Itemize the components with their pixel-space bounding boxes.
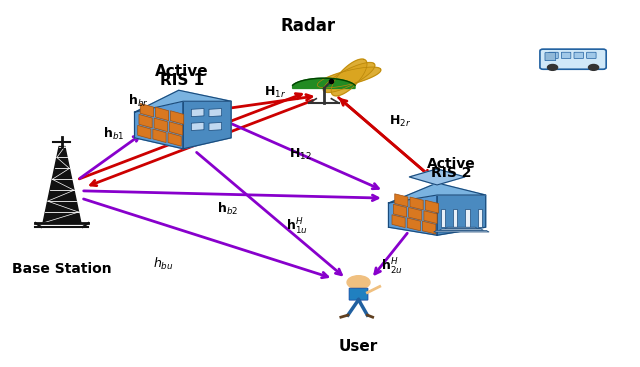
FancyBboxPatch shape: [574, 52, 584, 58]
Text: Base Station: Base Station: [12, 262, 112, 276]
Polygon shape: [395, 194, 408, 207]
Polygon shape: [317, 67, 381, 88]
Polygon shape: [437, 195, 486, 235]
Polygon shape: [426, 200, 438, 213]
FancyBboxPatch shape: [540, 49, 606, 69]
Text: $\mathbf{H}_{12}$: $\mathbf{H}_{12}$: [289, 147, 312, 162]
Polygon shape: [170, 111, 184, 124]
Text: Active: Active: [427, 157, 476, 171]
Polygon shape: [209, 123, 221, 131]
Polygon shape: [408, 207, 422, 220]
Circle shape: [547, 65, 557, 70]
FancyBboxPatch shape: [545, 52, 556, 61]
Polygon shape: [410, 197, 423, 210]
Text: $\mathbf{H}_{1r}$: $\mathbf{H}_{1r}$: [264, 85, 286, 100]
Polygon shape: [209, 109, 221, 117]
Polygon shape: [169, 122, 182, 135]
Polygon shape: [392, 215, 405, 228]
Polygon shape: [292, 78, 355, 88]
Polygon shape: [156, 107, 168, 121]
Polygon shape: [410, 169, 465, 185]
FancyBboxPatch shape: [561, 52, 571, 58]
Polygon shape: [453, 209, 458, 227]
Circle shape: [347, 276, 370, 289]
Text: Active: Active: [155, 64, 209, 79]
Polygon shape: [134, 90, 231, 112]
Polygon shape: [168, 133, 181, 146]
Circle shape: [589, 65, 598, 70]
Text: $\mathbf{h}_{b1}$: $\mathbf{h}_{b1}$: [103, 126, 124, 142]
Polygon shape: [465, 209, 470, 227]
Polygon shape: [139, 115, 152, 128]
Polygon shape: [138, 126, 151, 139]
Text: $\mathbf{h}_{1u}^{H}$: $\mathbf{h}_{1u}^{H}$: [286, 217, 308, 237]
Polygon shape: [388, 195, 437, 235]
Polygon shape: [323, 62, 375, 92]
Polygon shape: [477, 209, 482, 227]
FancyBboxPatch shape: [548, 52, 558, 58]
Polygon shape: [153, 129, 166, 142]
Text: Radar: Radar: [280, 17, 335, 35]
Polygon shape: [183, 101, 231, 149]
FancyBboxPatch shape: [349, 288, 368, 300]
Polygon shape: [134, 101, 183, 149]
Polygon shape: [434, 230, 489, 232]
Polygon shape: [191, 123, 204, 131]
Text: RIS 1: RIS 1: [160, 73, 204, 88]
Polygon shape: [140, 103, 154, 117]
Polygon shape: [394, 204, 406, 217]
Polygon shape: [439, 229, 484, 230]
Polygon shape: [154, 118, 167, 132]
Polygon shape: [445, 227, 478, 229]
Polygon shape: [43, 146, 81, 223]
Text: $\mathbf{h}_{br}$: $\mathbf{h}_{br}$: [128, 93, 149, 109]
Polygon shape: [191, 109, 204, 117]
Polygon shape: [422, 221, 436, 234]
Text: $h_{bu}$: $h_{bu}$: [154, 255, 174, 272]
Text: $\mathbf{h}_{b2}$: $\mathbf{h}_{b2}$: [216, 201, 237, 217]
Polygon shape: [388, 183, 486, 203]
Text: User: User: [339, 339, 378, 354]
Polygon shape: [407, 218, 420, 231]
Polygon shape: [331, 59, 367, 96]
Polygon shape: [424, 211, 437, 224]
Text: $\mathbf{H}_{2r}$: $\mathbf{H}_{2r}$: [389, 114, 411, 129]
Polygon shape: [441, 209, 445, 227]
Text: $\mathbf{h}_{2u}^{H}$: $\mathbf{h}_{2u}^{H}$: [381, 257, 403, 277]
FancyBboxPatch shape: [587, 52, 596, 58]
Text: RIS 2: RIS 2: [431, 166, 471, 180]
